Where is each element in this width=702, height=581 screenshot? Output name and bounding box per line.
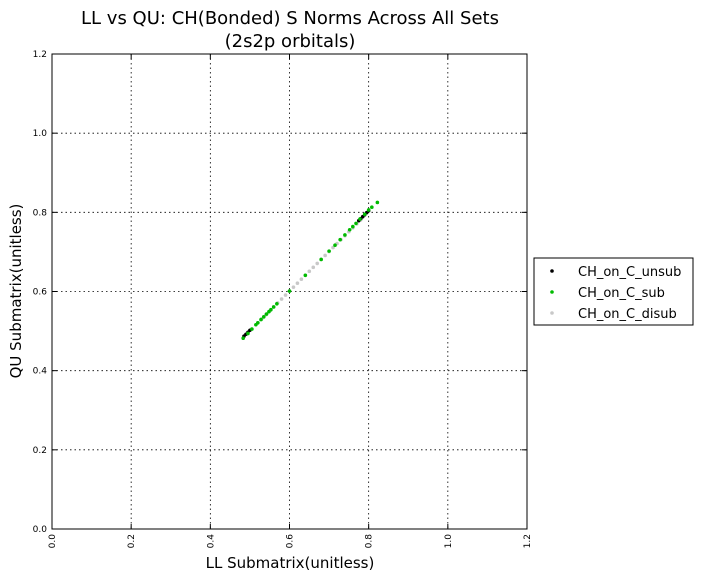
legend-label: CH_on_C_unsub <box>578 265 681 280</box>
data-point <box>354 221 358 226</box>
data-point <box>370 205 374 209</box>
data-point <box>261 315 266 319</box>
legend-marker <box>550 311 554 315</box>
data-point <box>358 217 362 221</box>
data-point <box>299 277 304 282</box>
data-point <box>311 265 316 270</box>
legend-marker <box>550 269 554 273</box>
data-point <box>347 227 352 232</box>
x-tick-label: 0.0 <box>48 534 58 549</box>
data-point <box>246 331 250 336</box>
y-axis-label: QU Submatrix(unitless) <box>7 204 25 379</box>
data-point <box>283 293 288 297</box>
legend-box <box>533 257 694 326</box>
x-tick-label: 0.6 <box>286 534 296 549</box>
chart-title-line1: LL vs QU: CH(Bonded) S Norms Across All … <box>81 8 499 29</box>
data-point <box>323 253 327 258</box>
data-point <box>351 224 355 229</box>
data-point <box>250 327 254 331</box>
chart-title-line2: (2s2p orbitals) <box>225 31 356 52</box>
x-tick-label: 0.4 <box>206 534 216 549</box>
y-tick-label: 1.2 <box>33 50 47 60</box>
y-tick-label: 1.0 <box>33 129 48 139</box>
data-point <box>291 285 296 289</box>
legend-label: CH_on_C_sub <box>578 286 665 301</box>
data-point <box>259 317 263 322</box>
data-point <box>271 305 276 309</box>
y-tick-label: 0.4 <box>33 367 48 377</box>
data-point <box>269 307 273 312</box>
data-point <box>264 312 269 316</box>
data-point <box>375 200 380 205</box>
x-tick-label: 0.2 <box>127 534 137 548</box>
y-tick-label: 0.6 <box>33 288 48 298</box>
data-point <box>366 208 371 212</box>
data-points <box>241 200 380 341</box>
data-point <box>343 233 347 237</box>
data-point <box>303 273 308 278</box>
data-point <box>331 245 335 250</box>
data-point <box>327 249 331 253</box>
data-point <box>275 301 279 306</box>
series-CH_on_C_sub <box>241 200 380 341</box>
data-point <box>338 237 342 242</box>
data-point <box>287 289 292 293</box>
legend: CH_on_C_unsub CH_on_C_sub CH_on_C_disub <box>533 257 694 326</box>
data-point <box>256 320 260 325</box>
data-point <box>319 257 323 262</box>
data-point <box>307 269 312 274</box>
data-point <box>279 297 284 301</box>
y-tick-labels: 0.0 0.2 0.4 0.6 0.8 1.0 1.2 <box>33 50 48 535</box>
data-point <box>333 243 337 247</box>
data-point <box>295 281 300 285</box>
x-axis-label: LL Submatrix(unitless) <box>206 554 375 572</box>
y-tick-label: 0.0 <box>33 525 48 535</box>
legend-label: CH_on_C_disub <box>578 307 677 322</box>
legend-marker <box>550 290 554 294</box>
x-tick-label: 1.0 <box>444 534 454 549</box>
x-tick-labels: 0.0 0.2 0.4 0.6 0.8 1.0 1.2 <box>48 534 533 549</box>
axis-ticks <box>51 53 528 530</box>
x-tick-label: 1.2 <box>523 534 533 548</box>
data-point <box>315 261 320 266</box>
y-tick-label: 0.2 <box>33 446 47 456</box>
x-tick-label: 0.8 <box>365 534 375 549</box>
data-point <box>241 336 245 341</box>
y-tick-label: 0.8 <box>33 208 48 218</box>
data-point <box>362 212 367 217</box>
